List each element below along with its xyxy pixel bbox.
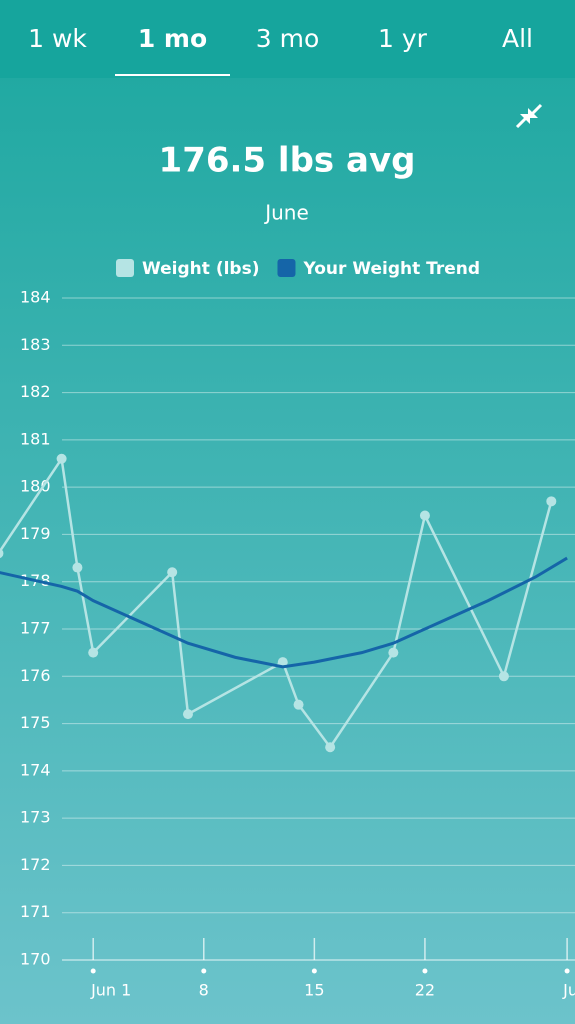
chart-subtitle: June [263,201,309,225]
x-tick-dot [201,968,207,974]
data-point [388,647,399,658]
y-tick-label: 177 [20,619,51,638]
y-tick-label: 170 [20,950,51,969]
range-tab[interactable]: All [502,24,533,53]
data-point [167,567,178,578]
y-tick-label: 176 [20,666,51,685]
data-point [56,453,67,464]
legend-label: Your Weight Trend [302,259,480,279]
data-point [293,699,304,710]
x-tick-dot [311,968,317,974]
data-point [88,647,99,658]
data-point [325,742,336,753]
y-tick-label: 171 [20,902,51,921]
y-tick-label: 181 [20,429,51,448]
y-tick-label: 173 [20,808,51,827]
y-tick-label: 174 [20,760,51,779]
range-tab[interactable]: 1 wk [28,24,87,53]
legend-swatch [277,259,296,277]
legend-swatch [116,259,134,277]
y-tick-label: 179 [20,524,51,543]
data-point [72,562,83,573]
x-tick-label: 8 [199,981,209,1000]
x-tick-label: Jul 1 [562,981,575,1000]
tab-bar: 1 wk 1 mo 3 mo 1 yr All [0,0,575,78]
chart-title: 176.5 lbs avg [159,141,416,181]
y-tick-label: 184 [20,288,51,307]
data-point [546,496,557,507]
series-line [0,556,568,669]
x-tick-label: 15 [304,981,324,1000]
x-tick-label: 22 [415,981,435,1000]
x-tick-dot [90,968,96,974]
range-tab[interactable]: 1 yr [378,24,427,53]
data-point [0,548,4,559]
data-point [498,671,509,682]
y-tick-label: 182 [20,382,51,401]
y-tick-label: 183 [20,335,51,354]
collapse-icon[interactable] [515,103,543,129]
range-tab[interactable]: 3 mo [255,24,320,53]
legend-label: Weight (lbs) [142,259,259,279]
y-tick-label: 175 [20,713,51,732]
data-point [277,657,288,668]
series-line [0,455,553,750]
range-tab[interactable]: 1 mo [115,0,230,78]
y-tick-label: 172 [20,855,51,874]
x-tick-dot [564,968,570,974]
data-point [419,510,430,521]
x-tick-label: Jun 1 [90,981,131,1000]
y-tick-label: 180 [20,477,51,496]
x-tick-dot [422,968,428,974]
data-point [182,709,193,720]
